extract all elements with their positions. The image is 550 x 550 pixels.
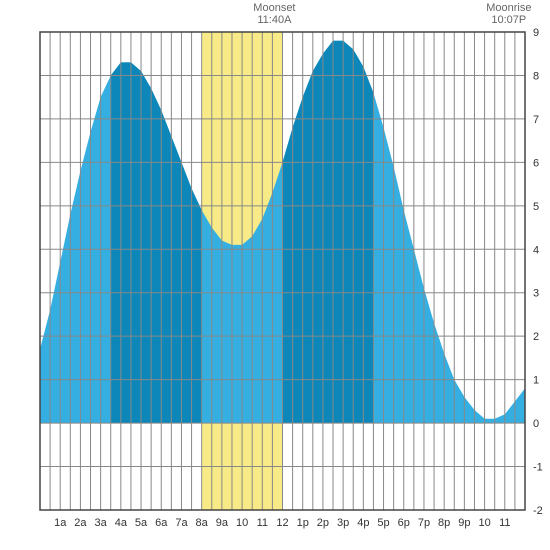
- chart-svg: -2-101234567891a2a3a4a5a6a7a8a9a1011121p…: [0, 0, 550, 550]
- x-tick-label: 5p: [377, 517, 389, 529]
- x-tick-label: 8p: [438, 517, 450, 529]
- x-tick-label: 9p: [458, 517, 470, 529]
- y-tick-label: 5: [533, 201, 539, 213]
- top-label-title: Moonrise: [479, 2, 539, 14]
- x-tick-label: 3a: [95, 517, 108, 529]
- x-tick-label: 11: [257, 517, 268, 529]
- y-tick-label: 0: [533, 418, 539, 430]
- x-tick-label: 7p: [418, 517, 430, 529]
- y-tick-label: 2: [533, 331, 539, 343]
- y-tick-label: 8: [533, 70, 539, 82]
- x-tick-label: 6a: [155, 517, 168, 529]
- y-tick-label: 6: [533, 157, 539, 169]
- x-tick-label: 4a: [115, 517, 128, 529]
- x-tick-label: 3p: [337, 517, 349, 529]
- x-tick-label: 10: [236, 517, 248, 529]
- tide-chart: -2-101234567891a2a3a4a5a6a7a8a9a1011121p…: [0, 0, 550, 550]
- x-tick-label: 2p: [317, 517, 329, 529]
- top-label-time: 10:07P: [479, 14, 539, 26]
- x-tick-label: 7a: [175, 517, 188, 529]
- x-tick-label: 11: [499, 517, 510, 529]
- x-tick-label: 9a: [216, 517, 229, 529]
- moonset-label: Moonset11:40A: [244, 2, 304, 26]
- x-tick-label: 6p: [398, 517, 410, 529]
- y-tick-label: 7: [533, 114, 539, 126]
- x-tick-label: 10: [478, 517, 490, 529]
- x-tick-label: 5a: [135, 517, 148, 529]
- top-label-time: 11:40A: [244, 14, 304, 26]
- y-tick-label: -1: [533, 462, 543, 474]
- y-tick-label: 4: [533, 244, 539, 256]
- x-tick-label: 2a: [74, 517, 87, 529]
- moonrise-label: Moonrise10:07P: [479, 2, 539, 26]
- x-tick-label: 8a: [196, 517, 209, 529]
- y-tick-label: 1: [533, 375, 539, 387]
- x-tick-label: 12: [276, 517, 288, 529]
- y-tick-label: 3: [533, 288, 539, 300]
- x-tick-label: 1a: [54, 517, 67, 529]
- x-tick-label: 4p: [357, 517, 369, 529]
- y-tick-label: 9: [533, 27, 539, 39]
- y-tick-label: -2: [533, 505, 543, 517]
- x-tick-label: 1p: [297, 517, 309, 529]
- top-label-title: Moonset: [244, 2, 304, 14]
